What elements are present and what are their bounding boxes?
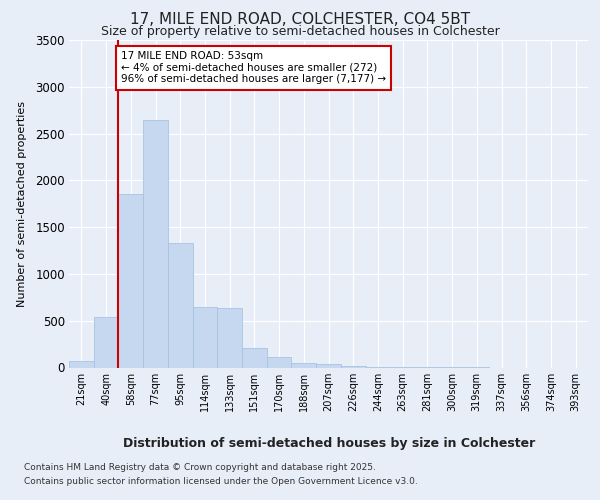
Text: Contains HM Land Registry data © Crown copyright and database right 2025.: Contains HM Land Registry data © Crown c… bbox=[24, 464, 376, 472]
Bar bbox=[69, 361, 94, 368]
Bar bbox=[193, 306, 217, 368]
Text: 17, MILE END ROAD, COLCHESTER, CO4 5BT: 17, MILE END ROAD, COLCHESTER, CO4 5BT bbox=[130, 12, 470, 28]
Bar bbox=[217, 308, 242, 368]
Bar bbox=[267, 357, 292, 368]
Bar bbox=[365, 366, 390, 368]
Bar bbox=[168, 243, 193, 368]
Bar bbox=[316, 364, 341, 368]
Y-axis label: Number of semi-detached properties: Number of semi-detached properties bbox=[17, 101, 27, 306]
Text: Distribution of semi-detached houses by size in Colchester: Distribution of semi-detached houses by … bbox=[122, 438, 535, 450]
Bar bbox=[341, 366, 365, 368]
Bar bbox=[94, 317, 118, 368]
Bar bbox=[143, 120, 168, 368]
Text: 17 MILE END ROAD: 53sqm
← 4% of semi-detached houses are smaller (272)
96% of se: 17 MILE END ROAD: 53sqm ← 4% of semi-det… bbox=[121, 51, 386, 84]
Bar bbox=[242, 348, 267, 368]
Bar bbox=[118, 194, 143, 368]
Text: Contains public sector information licensed under the Open Government Licence v3: Contains public sector information licen… bbox=[24, 477, 418, 486]
Bar bbox=[292, 363, 316, 368]
Text: Size of property relative to semi-detached houses in Colchester: Size of property relative to semi-detach… bbox=[101, 25, 499, 38]
